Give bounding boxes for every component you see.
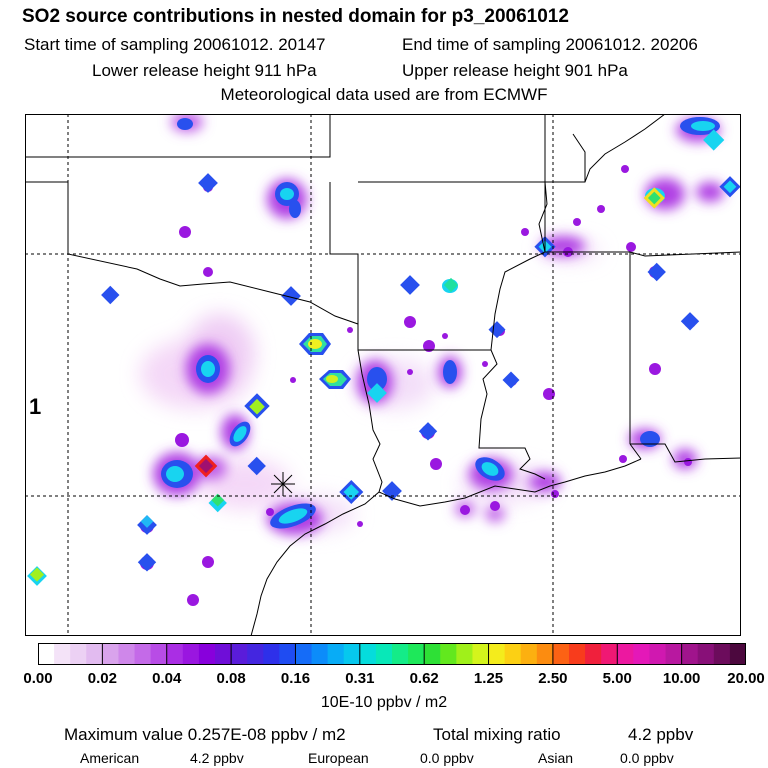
colorbar-cell [231,643,248,665]
total-mixing-label: Total mixing ratio [433,725,561,744]
colorbar-cell [263,643,280,665]
colorbar-tick-label: 0.00 [23,670,53,687]
colorbar-tick-label: 5.00 [602,670,632,687]
colorbar-cell [440,643,457,665]
release-site-marker [271,472,295,496]
colorbar-tick-label: 0.04 [152,670,182,687]
colorbar-cell [601,643,618,665]
colorbar-cell [134,643,152,665]
colorbar-cell [729,643,746,665]
colorbar-cell [681,643,699,665]
colorbar-cell [552,643,570,665]
concentration-plumes [27,114,741,606]
colorbar-cell [633,643,651,665]
start-time: Start time of sampling 20061012. 20147 [24,35,326,54]
colorbar-cell [585,643,602,665]
colorbar-cell [408,643,425,665]
asian-value: 0.0 ppbv [620,750,674,766]
european-label: European [308,750,369,766]
colorbar-cell [697,643,715,665]
colorbar-cell [665,643,683,665]
colorbar-cell [392,643,409,665]
colorbar-cell [311,643,329,665]
colorbar-cell [617,643,634,665]
colorbar-tick-label: 0.08 [216,670,246,687]
colorbar-cell [359,643,377,665]
map-frame [25,114,741,636]
maximum-value: Maximum value 0.257E-08 ppbv / m2 [64,725,346,744]
coastline [250,458,642,636]
colorbar-cell [520,643,538,665]
colorbar-cell [182,643,200,665]
colorbar-cell [327,643,345,665]
grid-lines [25,114,741,636]
european-value: 0.0 ppbv [420,750,474,766]
colorbar-cell [343,643,361,665]
colorbar-cell [54,643,71,665]
upper-release-height: Upper release height 901 hPa [402,61,628,80]
colorbar-cell [215,643,232,665]
colorbar-cell [86,643,103,665]
colorbar-cell [536,643,554,665]
colorbar-cell [569,643,586,665]
colorbar-cell [70,643,87,665]
end-time: End time of sampling 20061012. 20206 [402,35,698,54]
american-label: American [80,750,140,766]
colorbar-cell [424,643,441,665]
colorbar-tick-label: 0.62 [409,670,439,687]
colorbar-cell [166,643,184,665]
colorbar-tick-label: 0.16 [280,670,311,687]
colorbar-tick-label: 1.25 [473,670,504,687]
colorbar-tick-label: 0.31 [345,670,375,687]
colorbar-cell [102,643,120,665]
asian-label: Asian [538,750,574,766]
colorbar-cell [375,643,393,665]
concentration-map: 1 [25,114,741,636]
colorbar [38,643,746,665]
colorbar-cell [295,643,313,665]
colorbar-tick-label: 2.50 [538,670,568,687]
colorbar-cell [488,643,506,665]
map-title: SO2 source contributions in nested domai… [22,6,569,27]
colorbar-cell [118,643,136,665]
colorbar-cell [247,643,264,665]
colorbar-tick-label: 10.00 [662,670,701,687]
colorbar-cell [150,643,168,665]
colorbar-cell [504,643,522,665]
colorbar-cell [198,643,216,665]
lower-release-height: Lower release height 911 hPa [92,61,317,80]
state-boundaries [25,114,741,493]
region-label: 1 [29,394,41,419]
colorbar-tick-label: 0.02 [87,670,117,687]
colorbar-cell [713,643,731,665]
colorbar-cell [279,643,297,665]
colorbar-tick-label: 20.00 [727,670,765,687]
colorbar-cell [472,643,490,665]
total-mixing-value: 4.2 ppbv [628,725,694,744]
colorbar-cell [649,643,667,665]
colorbar-units: 10E-10 ppbv / m2 [320,694,448,711]
met-data-source: Meteorological data used are from ECMWF [220,85,548,104]
colorbar-cell [38,643,55,665]
colorbar-cell [456,643,474,665]
american-value: 4.2 ppbv [190,750,244,766]
